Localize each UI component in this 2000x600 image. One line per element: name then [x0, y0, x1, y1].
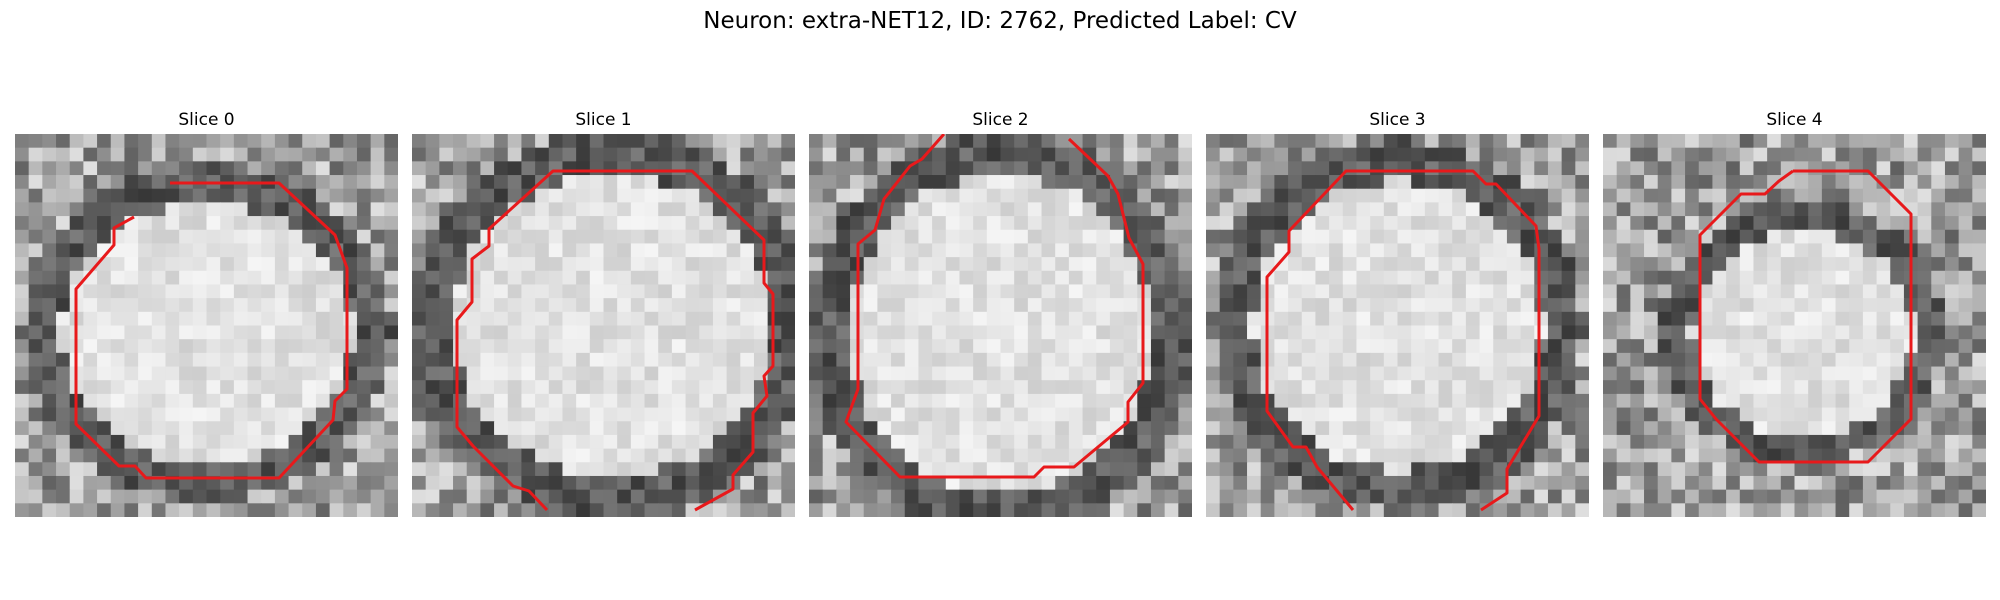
slice-panel-1: Slice 1: [412, 110, 795, 517]
cell-contour-line: [844, 134, 1145, 479]
slice-title: Slice 3: [1369, 110, 1426, 130]
grayscale-microscopy-image: [15, 134, 398, 517]
figure-title: Neuron: extra-NET12, ID: 2762, Predicted…: [703, 8, 1297, 34]
slice-panel-2: Slice 2: [809, 110, 1192, 517]
slice-title: Slice 4: [1766, 110, 1823, 130]
cell-contour-line: [74, 181, 349, 480]
cell-contour-line: [1265, 169, 1541, 512]
slice-image-1: [412, 134, 795, 517]
slice-panel-0: Slice 0: [15, 110, 398, 517]
grayscale-microscopy-image: [1206, 134, 1589, 517]
slice-image-0: [15, 134, 398, 517]
slice-image-4: [1603, 134, 1986, 517]
slice-image-3: [1206, 134, 1589, 517]
grayscale-microscopy-image: [1603, 134, 1986, 517]
cell-contour-line: [455, 169, 775, 512]
slice-title: Slice 1: [575, 110, 632, 130]
slice-panel-4: Slice 4: [1603, 110, 1986, 517]
grayscale-microscopy-image: [809, 134, 1192, 517]
cell-contour-line: [1698, 169, 1913, 464]
grayscale-microscopy-image: [412, 134, 795, 517]
slice-panel-3: Slice 3: [1206, 110, 1589, 517]
slice-title: Slice 0: [178, 110, 235, 130]
slice-title: Slice 2: [972, 110, 1029, 130]
slice-image-2: [809, 134, 1192, 517]
